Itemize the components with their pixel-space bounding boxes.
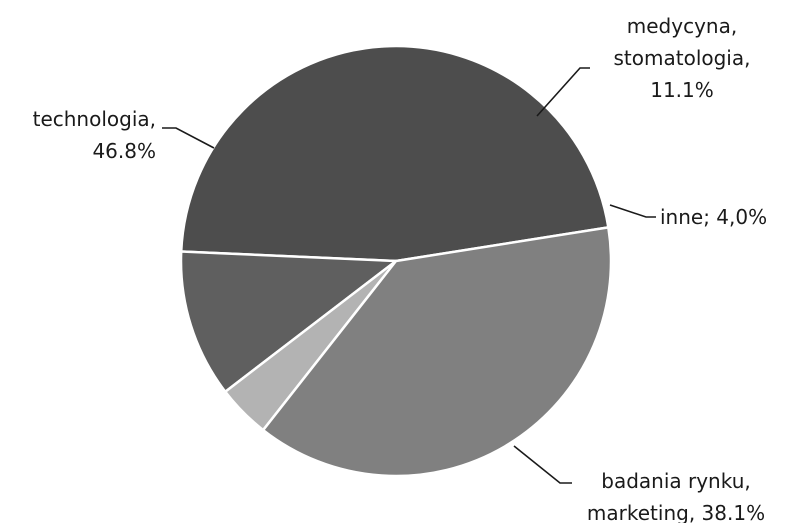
pie-slice-technologia <box>179 44 610 263</box>
pie-slice-badania-rynku-marketing <box>261 226 613 478</box>
data-label: badania rynku, marketing, 38.1% <box>587 469 765 523</box>
data-label: medycyna, stomatologia, 11.1% <box>614 14 751 102</box>
data-label-line: marketing, 38.1% <box>587 501 765 523</box>
leader-line <box>162 127 215 149</box>
leader-line <box>536 67 590 117</box>
data-label-line: stomatologia, <box>614 46 751 70</box>
data-label-line: inne; 4,0% <box>660 205 767 229</box>
data-label-line: 46.8% <box>92 139 156 163</box>
data-label-line: medycyna, <box>627 14 737 38</box>
data-label-line: 11.1% <box>650 78 714 102</box>
data-label-line: technologia, <box>33 107 156 131</box>
leader-line <box>513 445 572 484</box>
data-label: inne; 4,0% <box>660 205 767 229</box>
leader-line <box>609 204 656 218</box>
data-label-line: badania rynku, <box>601 469 750 493</box>
pie-slice-medycyna-stomatologia <box>179 250 398 393</box>
data-label: technologia, 46.8% <box>33 107 156 163</box>
pie-slices <box>179 44 613 478</box>
leader-lines <box>162 67 656 484</box>
data-labels: technologia, 46.8% medycyna, stomatologia, 1… <box>33 14 768 523</box>
